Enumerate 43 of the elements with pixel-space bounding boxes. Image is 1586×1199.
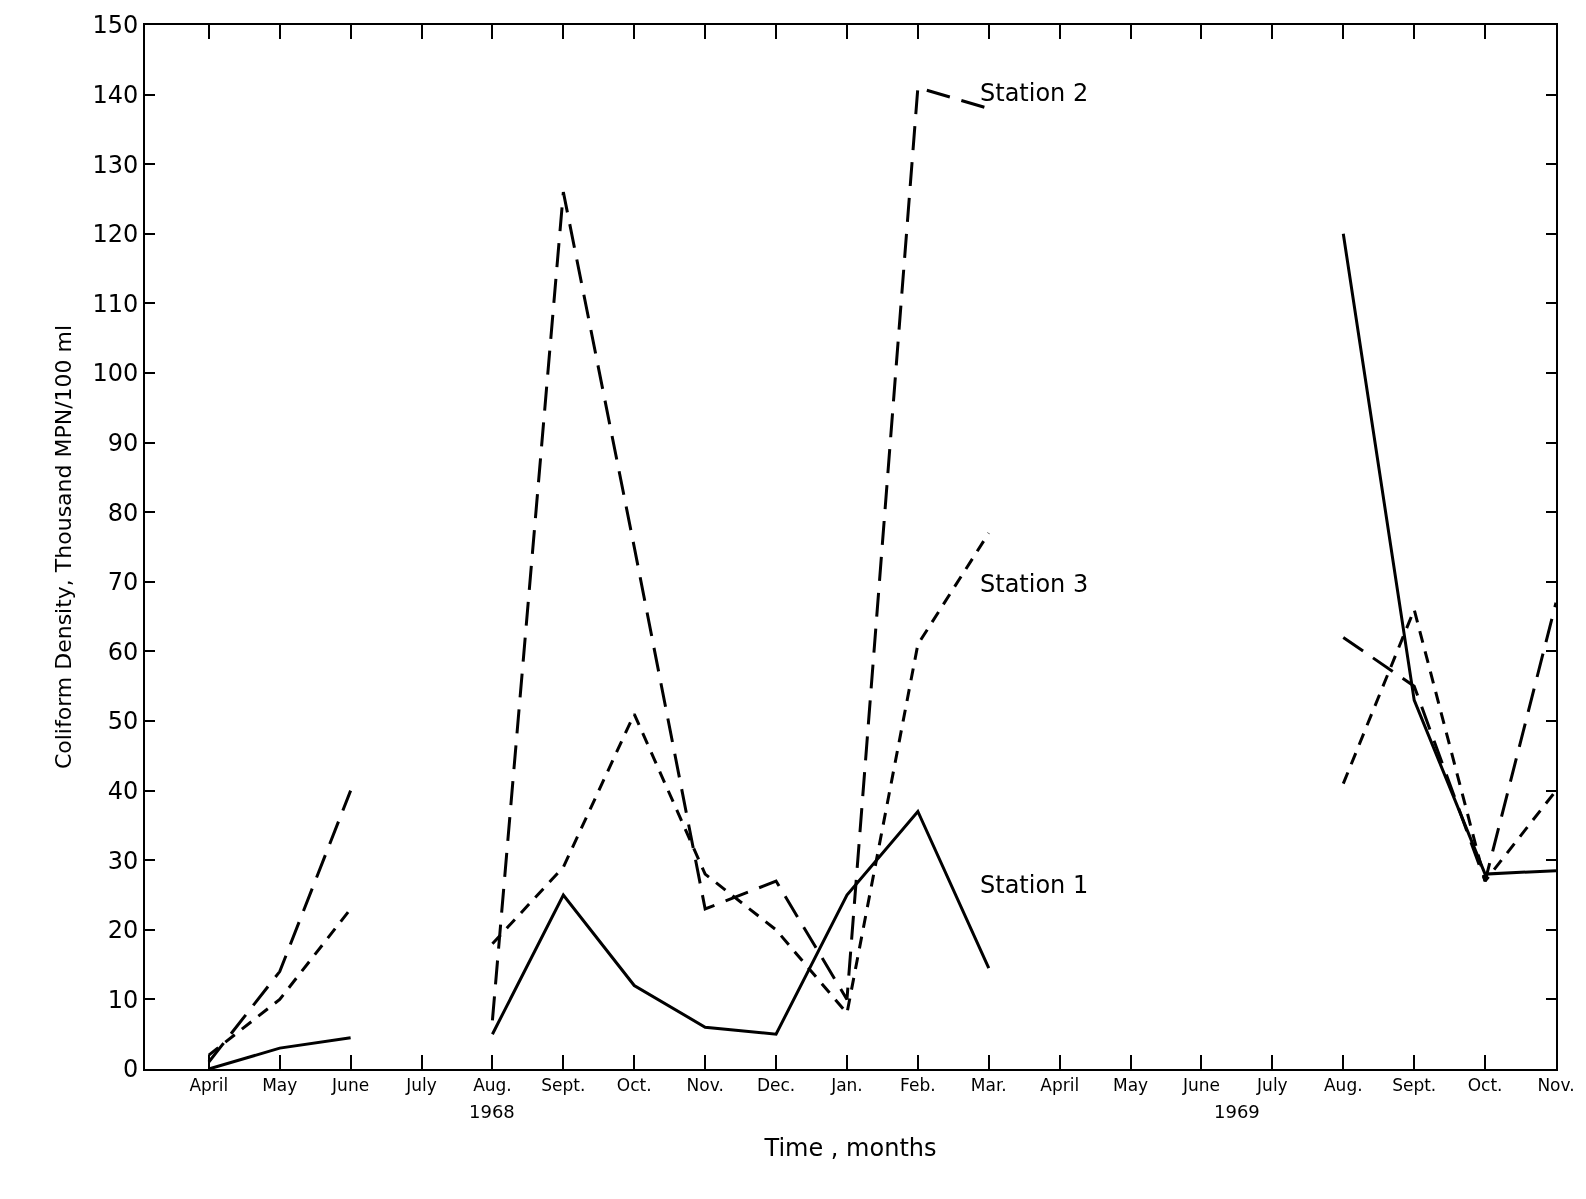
x-tick-label: Sept. <box>1392 1075 1437 1096</box>
x-tick-label: June <box>1181 1075 1220 1096</box>
x-tick-label: May <box>1112 1075 1149 1096</box>
y-tick-label: 120 <box>92 220 139 249</box>
series-label: Station 3 <box>980 570 1089 598</box>
y-tick-label: 130 <box>92 150 139 179</box>
y-tick-label: 20 <box>107 916 139 945</box>
y-tick-label: 90 <box>107 429 139 457</box>
x-tick-label: Feb. <box>900 1075 936 1096</box>
text: 1968 <box>469 1101 515 1122</box>
x-tick-label: Oct. <box>1467 1075 1503 1096</box>
y-tick-label: 110 <box>92 289 139 318</box>
x-tick-label: July <box>1256 1075 1288 1096</box>
x-tick-label: June <box>331 1075 370 1096</box>
x-tick-label: Jan. <box>830 1075 863 1096</box>
y-tick-label: 150 <box>92 11 139 40</box>
y-tick-label: 10 <box>107 985 139 1014</box>
x-axis-title: Time , months <box>763 1134 937 1163</box>
y-tick-label: 40 <box>107 777 139 805</box>
x-tick-label: Aug. <box>1323 1075 1363 1096</box>
x-tick-label: Nov. <box>1537 1075 1575 1096</box>
x-tick-label: May <box>262 1075 298 1096</box>
x-tick-label: Aug. <box>473 1075 512 1096</box>
y-tick-label: 0 <box>122 1055 139 1084</box>
y-tick-label: 70 <box>107 568 139 597</box>
x-tick-label: Sept. <box>541 1075 586 1096</box>
x-tick-label: April <box>189 1075 229 1096</box>
x-tick-label: Dec. <box>756 1075 796 1096</box>
y-axis-title: Coliform Density, Thousand MPN/100 ml <box>50 324 76 770</box>
series-label: Station 2 <box>980 79 1089 107</box>
x-tick-label: April <box>1040 1075 1080 1096</box>
x-tick-label: Mar. <box>970 1075 1007 1096</box>
y-tick-label: 80 <box>107 498 139 527</box>
x-tick-label: Oct. <box>616 1075 652 1096</box>
y-tick-label: 100 <box>92 359 139 388</box>
y-tick-label: 60 <box>107 637 139 666</box>
series-label: Station 1 <box>980 871 1089 899</box>
x-tick-label: Nov. <box>686 1075 724 1096</box>
y-tick-label: 140 <box>92 81 139 109</box>
text: 1969 <box>1214 1101 1260 1122</box>
y-tick-label: 50 <box>107 707 139 736</box>
y-tick-label: 30 <box>107 846 139 875</box>
x-tick-label: July <box>405 1075 437 1096</box>
